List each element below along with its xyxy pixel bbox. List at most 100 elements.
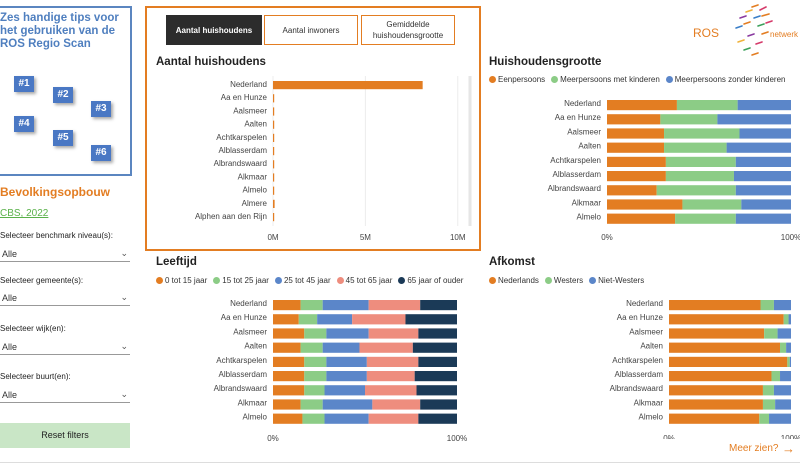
legend-item: Meerpersoons met kinderen [551,75,660,84]
bar [273,199,275,208]
legend-item: 65 jaar of ouder [398,276,463,285]
category-label: Almere [242,199,268,208]
stacked-bar-segment [326,328,369,339]
tab-aantal-inwoners[interactable]: Aantal inwoners [264,15,358,45]
stacked-bar-segment [304,328,327,339]
stacked-bar-segment [675,213,736,224]
x-tick-label: 0% [601,233,613,242]
bottom-divider [0,462,800,463]
households-bar-chart: 0M 5M 10M Nederland Aa en Hunze Aalsmeer Aalte… [195,76,472,242]
category-label: Aa en Hunze [617,313,664,322]
stacked-bar-segment [273,413,303,424]
x-tick-label: 10M [450,233,466,242]
stacked-bar-segment [760,300,774,311]
category-label: Aalsmeer [233,327,267,336]
category-label: Alkmaar [634,398,664,407]
stacked-bar-segment [607,128,665,139]
tab-aantal-huishoudens[interactable]: Aantal huishoudens [166,15,262,45]
stacked-bar-segment [326,356,367,367]
chevron-down-icon: ⌄ [120,292,128,302]
stacked-bar-segment [669,300,761,311]
tip-button-1[interactable]: #1 [14,76,34,92]
stacked-bar-segment [273,371,305,382]
stacked-bar-segment [300,399,323,410]
stacked-bar-segment [304,356,327,367]
stacked-bar-segment [352,314,406,325]
stacked-bar-segment [273,314,299,325]
category-label: Aalten [244,342,267,351]
chevron-down-icon: ⌄ [120,389,128,399]
stacked-bar-segment [787,356,790,367]
stacked-bar-segment [300,342,323,353]
stacked-bar-segment [783,314,789,325]
stacked-bar-segment [365,385,417,396]
legend-dot [336,277,344,284]
category-label: Alkmaar [238,172,268,181]
source-link[interactable]: CBS, 2022 [0,208,49,219]
legend-item: Eenpersoons [489,75,545,84]
tip-button-4[interactable]: #4 [14,116,34,132]
legend-item: 45 tot 65 jaar [336,276,392,285]
stacked-bar-segment [665,156,736,167]
stacked-bar-segment [273,342,301,353]
stacked-bar-segment [420,399,457,410]
category-label: Alphen aan den Rijn [195,212,267,221]
stacked-bar-segment [372,399,421,410]
bar [273,133,275,142]
category-label: Aa en Hunze [221,93,268,102]
tip-button-6[interactable]: #6 [91,145,111,161]
stacked-bar-segment [735,185,791,196]
stacked-bar-segment [368,300,421,311]
legend-afkomst: Nederlands Westers Niet-Westers [489,276,648,285]
stacked-bar-segment [326,371,367,382]
buurt-select-value: Alle [2,390,18,400]
stacked-bar-segment [780,342,787,353]
benchmark-select[interactable]: Alle ⌄ [0,248,130,262]
stacked-bar-segment [607,185,657,196]
tip-button-2[interactable]: #2 [53,87,73,103]
tip-button-5[interactable]: #5 [53,130,73,146]
legend-label: 15 tot 25 jaar [222,276,269,285]
origin-chart: 0% 100% Nederland Aa en Hunze Aalsmeer Aalten… [610,299,800,439]
stacked-bar-segment [418,328,457,339]
tips-panel [0,6,132,176]
bar [273,160,275,169]
stacked-bar-segment [741,199,791,210]
bar [273,213,275,222]
stacked-bar-segment [366,356,419,367]
tip-button-3[interactable]: #3 [91,101,111,117]
reset-filters-button[interactable]: Reset filters [0,423,130,448]
stacked-bar-segment [664,128,740,139]
stacked-bar-segment [366,371,415,382]
category-label: Almelo [243,413,268,422]
stacked-bar-segment [717,114,791,125]
legend-dot [489,277,496,284]
x-tick-label: 100% [447,434,467,443]
stacked-bar-segment [359,342,413,353]
legend-dot [274,277,282,284]
filter-label-wijk: Selecteer wijk(en): [0,324,66,333]
legend-item: 25 tot 45 jaar [274,276,331,285]
tab-gemiddelde-huishoudensgrootte[interactable]: Gemiddelde huishoudensgrootte [361,15,455,45]
stacked-bar-segment [273,356,305,367]
stacked-bar-segment [664,142,727,153]
gemeente-select[interactable]: Alle ⌄ [0,292,130,306]
stacked-bar-segment [669,356,788,367]
stacked-bar-segment [298,314,318,325]
legend-dot [489,76,496,83]
legend-leeftijd: 0 tot 15 jaar 15 tot 25 jaar 25 tot 45 j… [156,276,467,285]
more-link[interactable]: Meer zien? [729,443,779,454]
age-chart: 0% 100% Nederland Aa en Hunze Aalsmeer Aalten… [214,299,468,443]
stacked-bar-segment [607,100,677,111]
arrow-right-icon[interactable]: → [782,441,795,456]
chart-title-afkomst: Afkomst [489,256,536,268]
buurt-select[interactable]: Alle ⌄ [0,389,130,403]
wijk-select[interactable]: Alle ⌄ [0,341,130,355]
stacked-bar-segment [418,413,457,424]
stacked-bar-segment [302,413,325,424]
category-label: Achtkarspelen [612,356,663,365]
legend-label: 0 tot 15 jaar [165,276,208,285]
category-label: Aalten [640,342,663,351]
stacked-bar-segment [607,213,676,224]
wijk-select-value: Alle [2,342,18,352]
